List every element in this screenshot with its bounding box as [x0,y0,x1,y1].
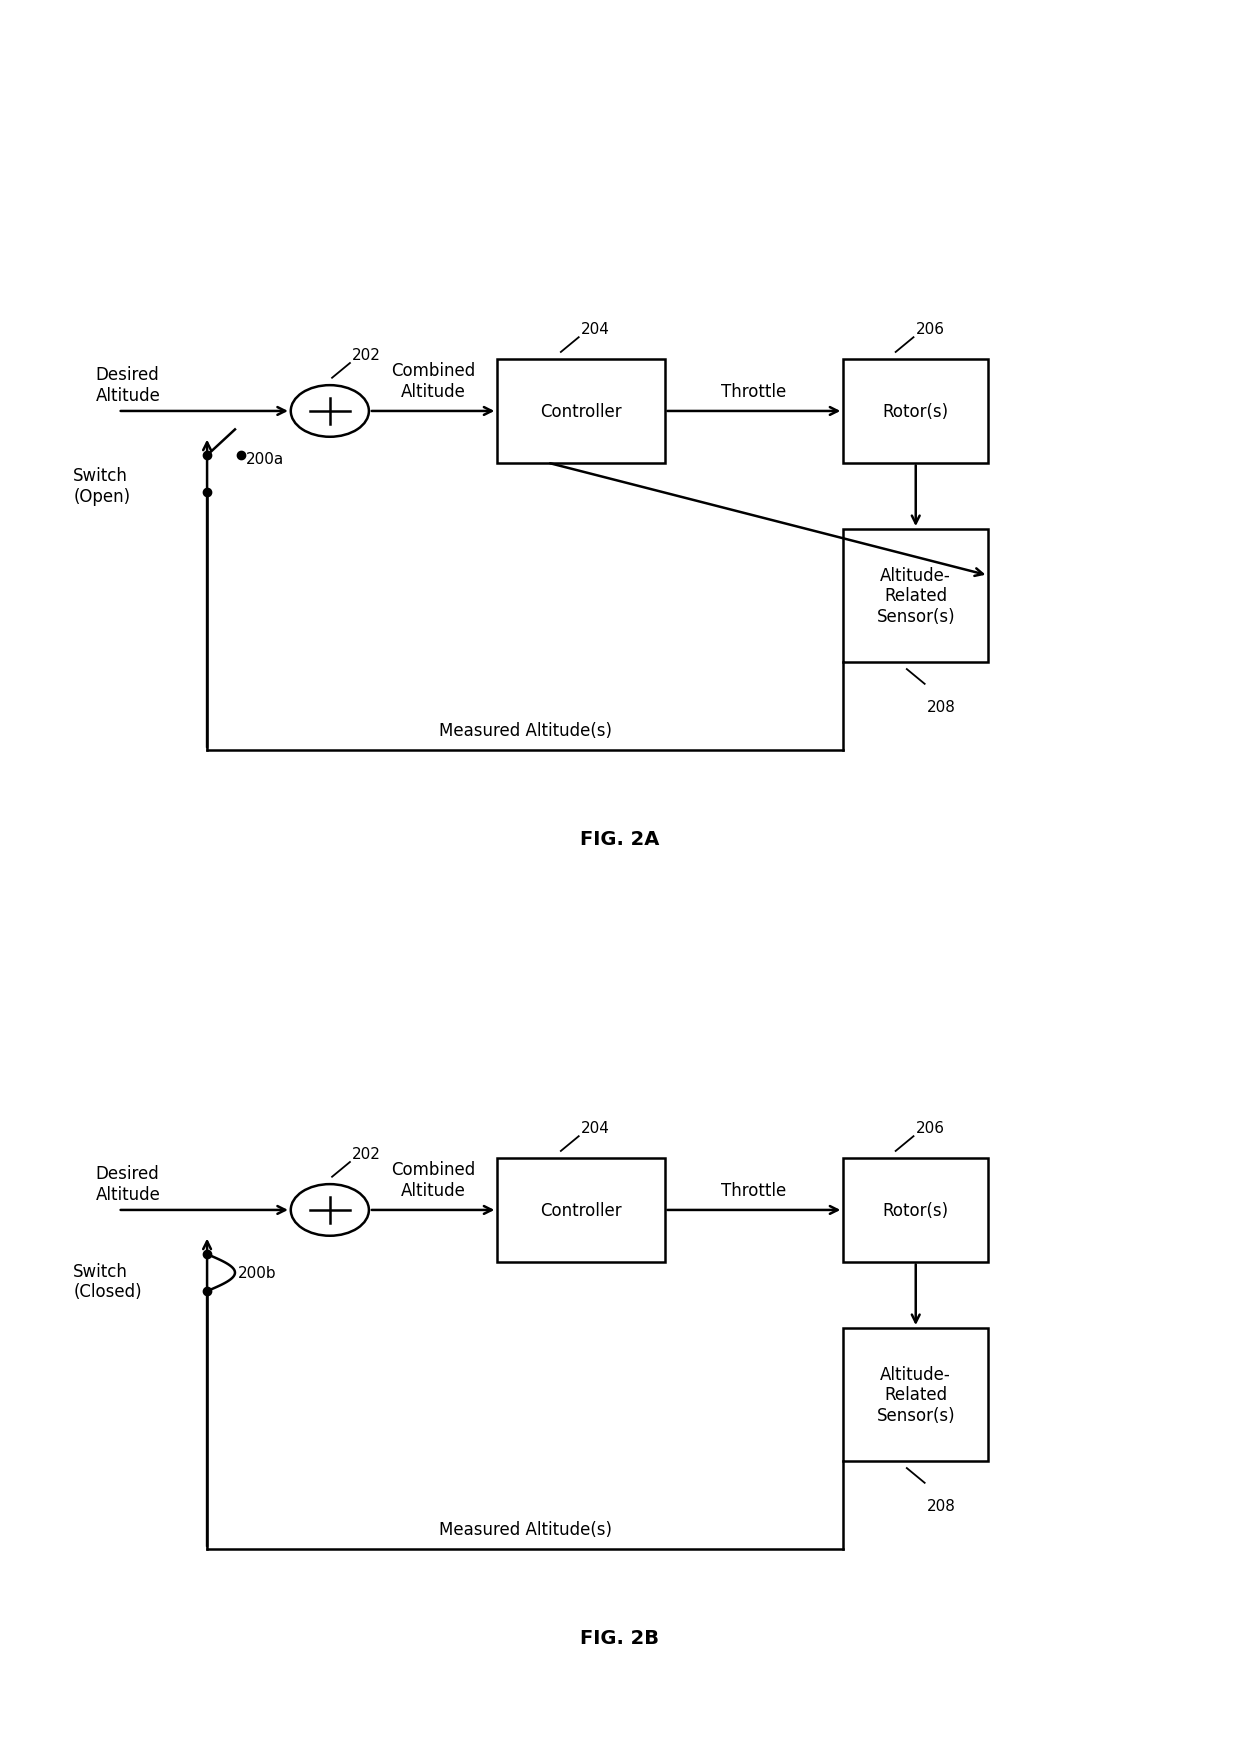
Text: Measured Altitude(s): Measured Altitude(s) [439,1520,611,1537]
Text: 206: 206 [915,1120,945,1135]
Bar [497,360,665,463]
Text: 208: 208 [926,1497,956,1513]
Text: 204: 204 [580,321,610,337]
Bar [843,1158,988,1262]
Text: FIG. 2B: FIG. 2B [580,1629,660,1648]
Text: 206: 206 [915,321,945,337]
Text: Rotor(s): Rotor(s) [883,1200,949,1220]
Text: Rotor(s): Rotor(s) [883,402,949,421]
Text: 204: 204 [580,1120,610,1135]
Text: Throttle: Throttle [722,383,786,400]
Text: Combined
Altitude: Combined Altitude [391,1160,475,1199]
Text: FIG. 2A: FIG. 2A [580,830,660,849]
Text: Switch
(Open): Switch (Open) [73,467,130,505]
Text: Altitude-
Related
Sensor(s): Altitude- Related Sensor(s) [877,567,955,627]
Bar [497,1158,665,1262]
Text: 202: 202 [352,347,381,362]
Bar [843,360,988,463]
Bar [843,530,988,662]
Text: Controller: Controller [541,1200,621,1220]
Text: Measured Altitude(s): Measured Altitude(s) [439,721,611,741]
Text: Controller: Controller [541,402,621,421]
Text: Desired
Altitude: Desired Altitude [95,1164,160,1202]
Text: 202: 202 [352,1146,381,1160]
Text: 208: 208 [926,698,956,714]
Bar [843,1329,988,1460]
Text: Throttle: Throttle [722,1181,786,1199]
Text: Desired
Altitude: Desired Altitude [95,365,160,404]
Text: 200b: 200b [238,1265,277,1281]
Text: Switch
(Closed): Switch (Closed) [73,1262,141,1300]
Text: 200a: 200a [246,453,284,467]
Text: Altitude-
Related
Sensor(s): Altitude- Related Sensor(s) [877,1365,955,1425]
Text: Combined
Altitude: Combined Altitude [391,362,475,400]
